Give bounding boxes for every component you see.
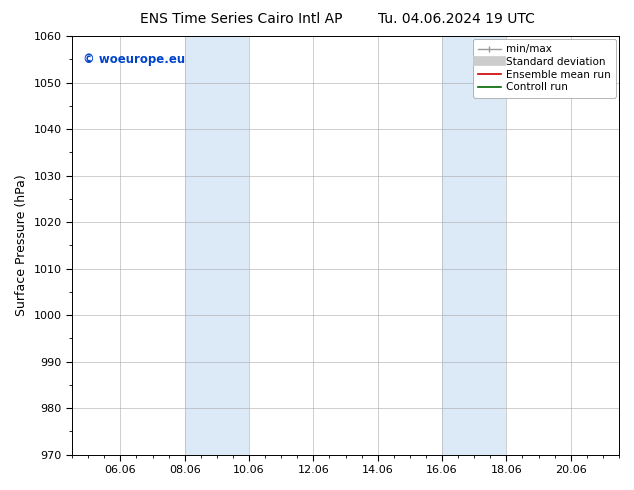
Bar: [442, 36, 507, 455]
Bar: [184, 36, 249, 455]
Text: ENS Time Series Cairo Intl AP: ENS Time Series Cairo Intl AP: [139, 12, 342, 26]
Y-axis label: Surface Pressure (hPa): Surface Pressure (hPa): [15, 174, 28, 316]
Legend: min/max, Standard deviation, Ensemble mean run, Controll run: min/max, Standard deviation, Ensemble me…: [472, 39, 616, 98]
Text: © woeurope.eu: © woeurope.eu: [83, 53, 185, 66]
Text: Tu. 04.06.2024 19 UTC: Tu. 04.06.2024 19 UTC: [378, 12, 535, 26]
